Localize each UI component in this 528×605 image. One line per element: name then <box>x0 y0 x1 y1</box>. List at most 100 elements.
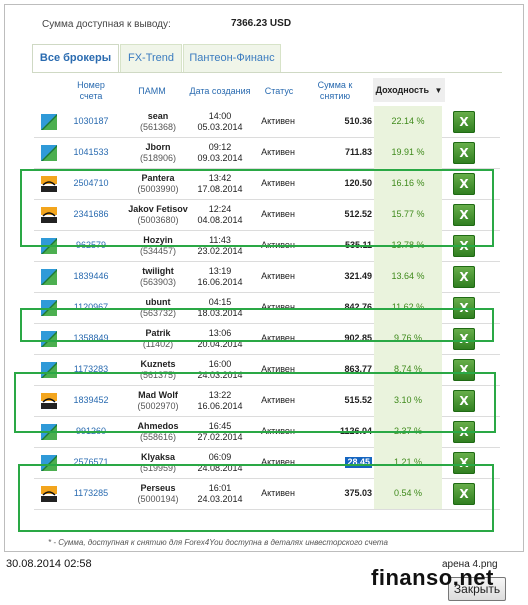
pamm-title: Ahmedos <box>137 420 179 431</box>
account-link[interactable]: 2341686 <box>73 209 109 219</box>
excel-export-icon[interactable] <box>453 296 475 319</box>
tab-divider <box>32 72 502 73</box>
tab-fx-trend[interactable]: FX-Trend <box>120 44 182 72</box>
file-name: арена 4.png <box>442 559 498 570</box>
amount-number: 902.85 <box>344 333 372 343</box>
account-link[interactable]: 1173285 <box>73 488 109 498</box>
account-link[interactable]: 1030187 <box>73 116 109 126</box>
available-value: 7366.23 USD <box>231 18 292 29</box>
pamm-name: Jakov Fetisov (5003680) <box>128 199 188 230</box>
excel-export-icon[interactable] <box>453 141 475 164</box>
account-link[interactable]: 1839446 <box>73 271 109 281</box>
pamm-id: (563903) <box>139 276 177 287</box>
excel-export-icon[interactable] <box>453 482 475 505</box>
header-pamm[interactable]: ПАММ <box>138 86 166 96</box>
account-link[interactable]: 2576571 <box>73 457 109 467</box>
footnote: * - Сумма, доступная к снятию для Forex4… <box>48 538 388 547</box>
created-date: 14:00 05.03.2014 <box>186 106 254 137</box>
excel-export-icon[interactable] <box>453 265 475 288</box>
created-day: 24.08.2014 <box>197 462 243 473</box>
pamm-title: Perseus <box>140 482 176 493</box>
created-date: 16:01 24.03.2014 <box>186 478 254 509</box>
status-text: Активен <box>261 116 295 126</box>
tab-all-brokers[interactable]: Все брокеры <box>32 44 119 73</box>
pamm-name: Mad Wolf (5002970) <box>128 385 188 416</box>
table-row: 2341686 Jakov Fetisov (5003680) 12:24 04.08.… <box>34 199 500 231</box>
created-time: 12:24 <box>208 203 232 214</box>
status-text: Активен <box>261 488 295 498</box>
pamm-id: (534457) <box>139 245 177 256</box>
pamm-title: sean <box>147 110 169 121</box>
header-status[interactable]: Статус <box>264 86 294 96</box>
created-time: 14:00 <box>208 110 232 121</box>
timestamp: 30.08.2014 02:58 <box>6 558 92 570</box>
header-amount[interactable]: Сумма к снятию <box>317 80 353 101</box>
account-link[interactable]: 1358849 <box>73 333 109 343</box>
account-link[interactable]: 1839452 <box>73 395 109 405</box>
excel-export-icon[interactable] <box>453 358 475 381</box>
pamm-title: Hozyin <box>143 234 173 245</box>
pamm-name: Kuznets (561375) <box>128 354 188 385</box>
created-date: 13:06 20.04.2014 <box>186 323 254 354</box>
status-text: Активен <box>261 178 295 188</box>
created-time: 09:12 <box>208 141 232 152</box>
amount-number: 120.50 <box>344 178 372 188</box>
pamm-id: (5003680) <box>137 214 179 225</box>
account-link[interactable]: 2504710 <box>73 178 109 188</box>
created-day: 17.08.2014 <box>197 183 243 194</box>
pamm-title: Kuznets <box>140 358 176 369</box>
created-day: 16.06.2014 <box>197 276 243 287</box>
pamm-id: (5003990) <box>137 183 179 194</box>
created-day: 24.03.2014 <box>197 369 243 380</box>
status-text: Активен <box>261 271 295 281</box>
fx-trend-logo-icon <box>41 299 57 316</box>
highlight-box <box>18 464 494 532</box>
created-date: 11:43 23.02.2014 <box>186 230 254 261</box>
return-value: 3.10 % <box>374 385 442 416</box>
amount-number: 863.77 <box>344 364 372 374</box>
excel-export-icon[interactable] <box>453 389 475 412</box>
excel-export-icon[interactable] <box>453 203 475 226</box>
created-date: 13:19 16.06.2014 <box>186 261 254 292</box>
amount-number: 512.52 <box>344 209 372 219</box>
close-button[interactable]: Закрыть <box>448 577 506 601</box>
return-value: 11.62 % <box>374 292 442 323</box>
pamm-title: Pantera <box>141 172 175 183</box>
table-row: 1120967 ubunt (563732) 04:15 18.03.2014 Актив… <box>34 292 500 324</box>
pamm-id: (561375) <box>139 369 177 380</box>
excel-export-icon[interactable] <box>453 172 475 195</box>
table-row: 1173283 Kuznets (561375) 16:00 24.03.2014 Акт… <box>34 354 500 386</box>
excel-export-icon[interactable] <box>453 327 475 350</box>
pamm-title: Jborn <box>145 141 171 152</box>
excel-export-icon[interactable] <box>453 110 475 133</box>
created-date: 13:22 16.06.2014 <box>186 385 254 416</box>
pamm-id: (561368) <box>139 121 177 132</box>
table-row: 1173285 Perseus (5000194) 16:01 24.03.2014 Ак… <box>34 478 500 510</box>
pamm-name: Klyaksa (519959) <box>128 447 188 478</box>
created-day: 20.04.2014 <box>197 338 243 349</box>
header-return-label: Доходность <box>375 85 429 95</box>
amount-number: 28.45 <box>345 457 372 468</box>
return-value: 9.76 % <box>374 323 442 354</box>
created-day: 23.02.2014 <box>197 245 243 256</box>
available-label: Сумма доступная к выводу: <box>42 19 171 30</box>
table-row: 1839452 Mad Wolf (5002970) 13:22 16.06.2014 А… <box>34 385 500 417</box>
return-value: 22.14 % <box>374 106 442 137</box>
amount-number: 515.52 <box>344 395 372 405</box>
tab-panteon-finans[interactable]: Пантеон-Финанс <box>183 44 281 72</box>
header-return[interactable]: Доходность ▼ <box>373 78 445 102</box>
account-link[interactable]: 1120967 <box>73 302 109 312</box>
pamm-name: sean (561368) <box>128 106 188 137</box>
excel-export-icon[interactable] <box>453 451 475 474</box>
pamm-id: (11402) <box>142 338 174 349</box>
header-account[interactable]: Номер счета <box>77 80 105 101</box>
highlight-box <box>20 169 494 247</box>
table-row: 1041533 Jborn (518906) 09:12 09.03.2014 Актив… <box>34 137 500 169</box>
account-link[interactable]: 1173283 <box>73 364 109 374</box>
created-day: 09.03.2014 <box>197 152 243 163</box>
header-created[interactable]: Дата создания <box>189 86 251 96</box>
account-link[interactable]: 1041533 <box>73 147 109 157</box>
pamm-name: Pantera (5003990) <box>128 168 188 199</box>
amount-number: 842.76 <box>344 302 372 312</box>
panteon-logo-icon <box>41 206 57 223</box>
